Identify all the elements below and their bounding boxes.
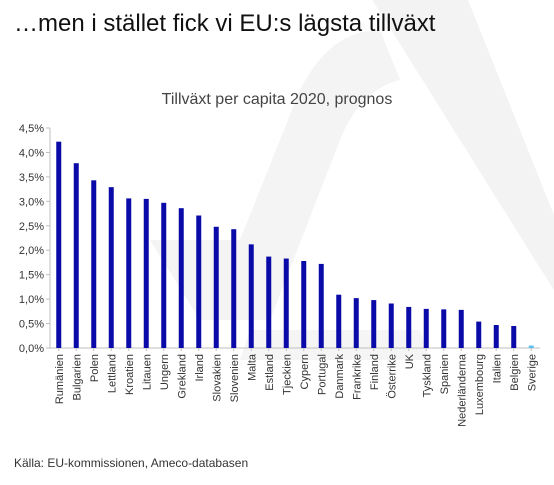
x-tick-label: Slovakien [211,354,223,402]
x-tick-label: Sverige [526,354,538,391]
bar-23 [458,309,464,348]
x-tick-label: Cypern [299,354,311,389]
bar-10 [231,229,237,348]
bar-1 [73,163,79,348]
y-tick-label: 0,5% [19,319,44,331]
bar-8 [196,215,202,348]
y-tick-label: 0,0% [19,343,44,355]
bar-20 [406,306,412,348]
x-tick-label: Tjeckien [281,354,293,395]
x-tick-label: Rumänien [54,354,66,404]
x-tick-label: Litauen [141,354,153,390]
bar-6 [161,202,167,348]
y-tick-label: 4,0% [19,147,44,159]
x-tick-label: UK [404,353,416,369]
bar-4 [126,198,132,348]
y-tick-label: 1,5% [19,270,44,282]
x-tick-label: Portugal [316,354,328,395]
x-tick-label: Ungern [159,354,171,390]
bar-14 [301,260,307,348]
bar-2 [91,180,97,348]
x-tick-label: Estland [264,354,276,391]
y-tick-label: 4,5% [19,123,44,135]
x-tick-label: Polen [89,354,101,382]
x-tick-label: Lettland [106,354,118,393]
bar-19 [388,303,394,348]
x-tick-label: Danmark [334,354,346,399]
bar-22 [441,309,447,348]
x-tick-label: Irland [194,354,206,382]
y-tick-label: 3,0% [19,196,44,208]
x-tick-label: Belgien [509,354,521,391]
x-tick-label: Grekland [176,354,188,399]
x-tick-label: Tyskland [421,354,433,397]
chart-title: Tillväxt per capita 2020, prognos [161,91,393,108]
bar-9 [213,226,219,348]
y-tick-label: 2,5% [19,221,44,233]
x-tick-label: Nederländerna [456,353,468,427]
bar-13 [283,258,289,348]
x-tick-label: Finland [369,354,381,390]
bar-0 [56,141,62,348]
x-tick-label: Bulgarien [71,354,83,400]
bar-26 [511,326,517,348]
bar-25 [493,325,499,348]
y-tick-label: 1,0% [19,294,44,306]
bar-3 [108,187,114,348]
x-tick-label: Österrike [386,354,398,399]
bar-21 [423,308,429,348]
x-tick-label: Frankrike [351,354,363,400]
bar-12 [266,256,272,348]
bar-24 [476,321,482,348]
bar-27 [528,345,534,348]
x-tick-label: Kroatien [124,354,136,395]
y-tick-label: 2,0% [19,245,44,257]
bar-5 [143,198,149,348]
x-tick-label: Spanien [439,354,451,394]
y-tick-label: 3,5% [19,172,44,184]
watermark-shape [372,0,554,291]
source-note: Källa: EU-kommissionen, Ameco-databasen [14,456,249,470]
x-tick-label: Slovenien [229,354,241,402]
bar-17 [353,298,359,348]
bar-18 [371,300,377,348]
headline: …men i stället fick vi EU:s lägsta tillv… [14,10,436,37]
bar-7 [178,208,184,348]
bar-15 [318,263,324,348]
bar-11 [248,244,254,348]
bar-16 [336,294,342,348]
watermark-shape [150,30,400,320]
x-tick-label: Luxembourg [474,354,486,415]
x-tick-label: Malta [246,353,258,381]
x-tick-label: Italien [491,354,503,383]
